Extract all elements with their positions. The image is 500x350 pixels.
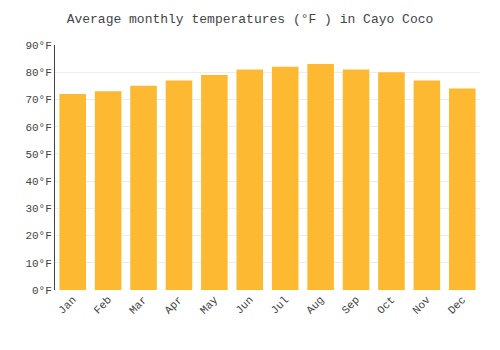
svg-text:Nov: Nov [410, 294, 433, 317]
svg-text:0°F: 0°F [32, 285, 52, 297]
svg-text:Aug: Aug [304, 294, 326, 316]
svg-text:40°F: 40°F [25, 176, 51, 188]
svg-text:Dec: Dec [446, 294, 468, 316]
svg-text:10°F: 10°F [25, 258, 51, 270]
svg-text:Average monthly temperatures (: Average monthly temperatures (°F ) in Ca… [67, 12, 434, 27]
svg-text:20°F: 20°F [25, 230, 51, 242]
svg-text:Sep: Sep [340, 294, 362, 316]
svg-text:30°F: 30°F [25, 203, 51, 215]
svg-text:80°F: 80°F [25, 67, 51, 79]
svg-text:Oct: Oct [375, 294, 397, 316]
svg-text:50°F: 50°F [25, 149, 51, 161]
svg-text:Jan: Jan [56, 294, 78, 316]
svg-text:90°F: 90°F [25, 40, 51, 52]
svg-text:Apr: Apr [162, 294, 184, 316]
svg-text:May: May [198, 294, 221, 317]
svg-text:70°F: 70°F [25, 94, 51, 106]
svg-text:Mar: Mar [127, 294, 149, 316]
svg-text:Jun: Jun [233, 294, 255, 316]
svg-text:Feb: Feb [92, 294, 114, 316]
svg-text:60°F: 60°F [25, 122, 51, 134]
svg-text:Jul: Jul [269, 294, 291, 316]
